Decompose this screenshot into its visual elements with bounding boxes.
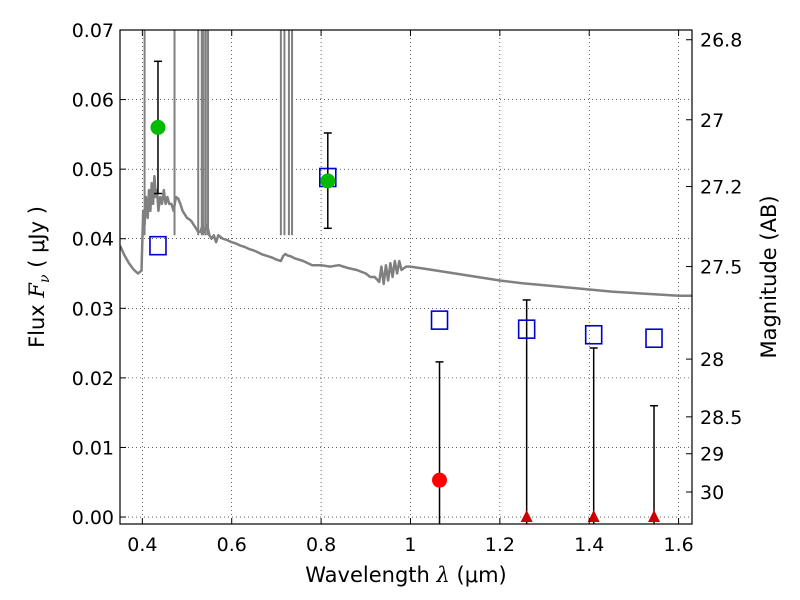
flux-point bbox=[432, 472, 448, 488]
y-tick-label: 0.05 bbox=[72, 159, 114, 181]
upper-limit-marker bbox=[520, 510, 533, 523]
y2-tick-label: 28.5 bbox=[700, 407, 742, 429]
x-tick-label: 0.8 bbox=[306, 534, 336, 556]
y-tick-label: 0.03 bbox=[72, 298, 114, 320]
y-tick-label: 0.06 bbox=[72, 90, 114, 112]
model-flux-square bbox=[645, 328, 663, 349]
flux-point bbox=[150, 119, 166, 135]
y2-tick-label: 30 bbox=[700, 482, 724, 504]
x-tick-label: 1.6 bbox=[663, 534, 693, 556]
x-axis-label: Wavelength λ (μm) bbox=[305, 563, 506, 587]
x-tick-label: 1 bbox=[404, 534, 416, 556]
y2-tick-label: 29 bbox=[700, 444, 724, 466]
y2-tick-label: 26.8 bbox=[700, 30, 742, 52]
y-tick-label: 0.07 bbox=[72, 20, 114, 42]
model-flux-square bbox=[430, 310, 449, 330]
y2-axis-label: Magnitude (AB) bbox=[757, 195, 781, 358]
y-tick-label: 0.00 bbox=[72, 507, 114, 529]
sed-model-line bbox=[120, 174, 692, 298]
plot-frame bbox=[119, 29, 693, 525]
axis-ticks: 0.4 0.6 0.8 1 1.2 1.4 1.6 0.00 0.01 0.02 0.03 0.04 0… bbox=[72, 20, 743, 556]
x-tick-label: 1.2 bbox=[485, 534, 515, 556]
x-tick-label: 1.4 bbox=[574, 534, 604, 556]
flux-point bbox=[320, 173, 336, 189]
x-tick-label: 0.4 bbox=[127, 534, 157, 556]
plot-area bbox=[120, 30, 692, 524]
model-flux-square bbox=[149, 235, 167, 256]
y-tick-label: 0.04 bbox=[72, 229, 114, 251]
y-axis-label: Flux Fν ( μJy ) bbox=[25, 206, 53, 348]
x-tick-label: 0.6 bbox=[217, 534, 247, 556]
y2-tick-label: 27 bbox=[700, 110, 724, 132]
model-flux-square bbox=[517, 319, 536, 339]
model-flux-square bbox=[584, 324, 603, 345]
y2-tick-label: 28 bbox=[700, 349, 724, 371]
y2-tick-label: 27.5 bbox=[700, 257, 742, 279]
y2-tick-label: 27.2 bbox=[700, 177, 742, 199]
y-tick-label: 0.01 bbox=[72, 437, 114, 459]
upper-limit-marker bbox=[587, 510, 600, 523]
y-tick-label: 0.02 bbox=[72, 368, 114, 390]
upper-limit-marker bbox=[648, 510, 661, 523]
